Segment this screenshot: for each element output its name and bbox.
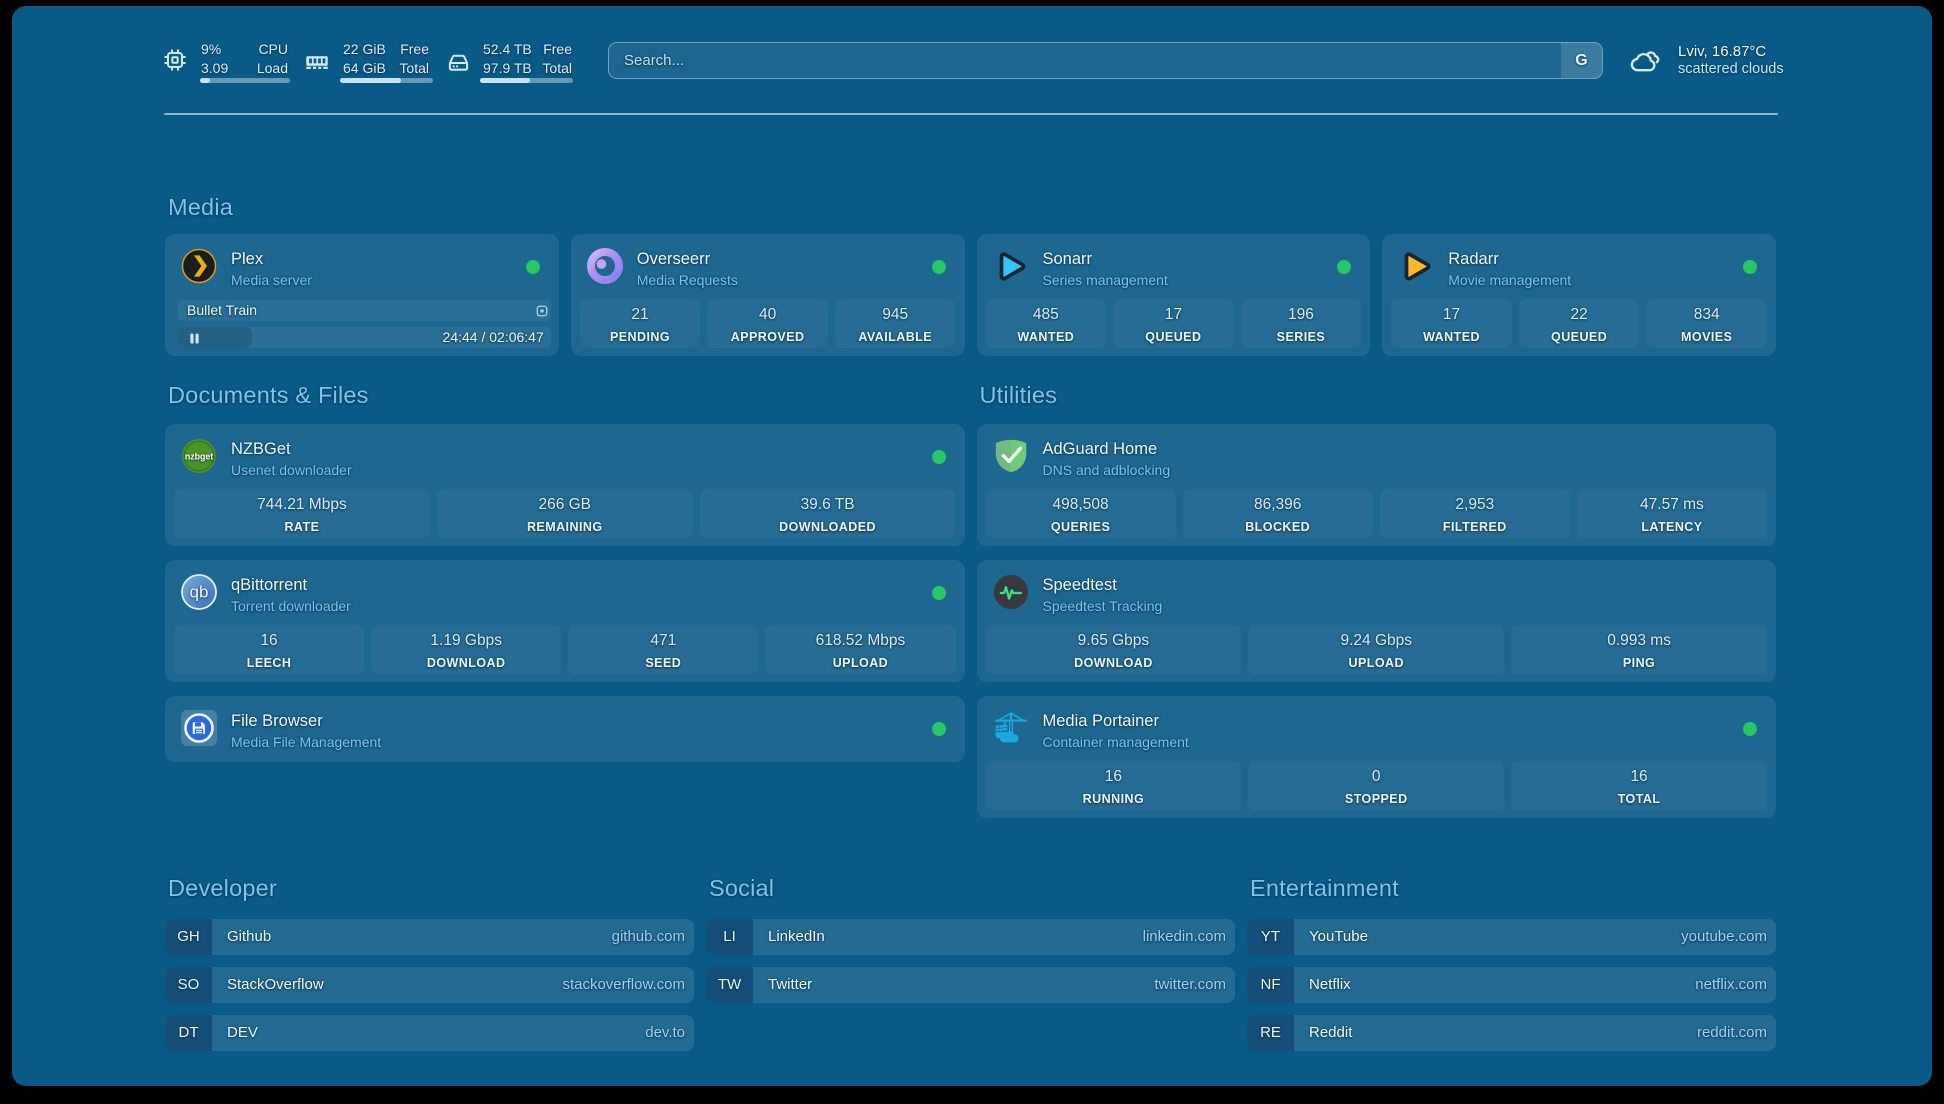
svg-text:nzbget: nzbget [185,452,213,462]
svg-text:qb: qb [190,583,209,602]
